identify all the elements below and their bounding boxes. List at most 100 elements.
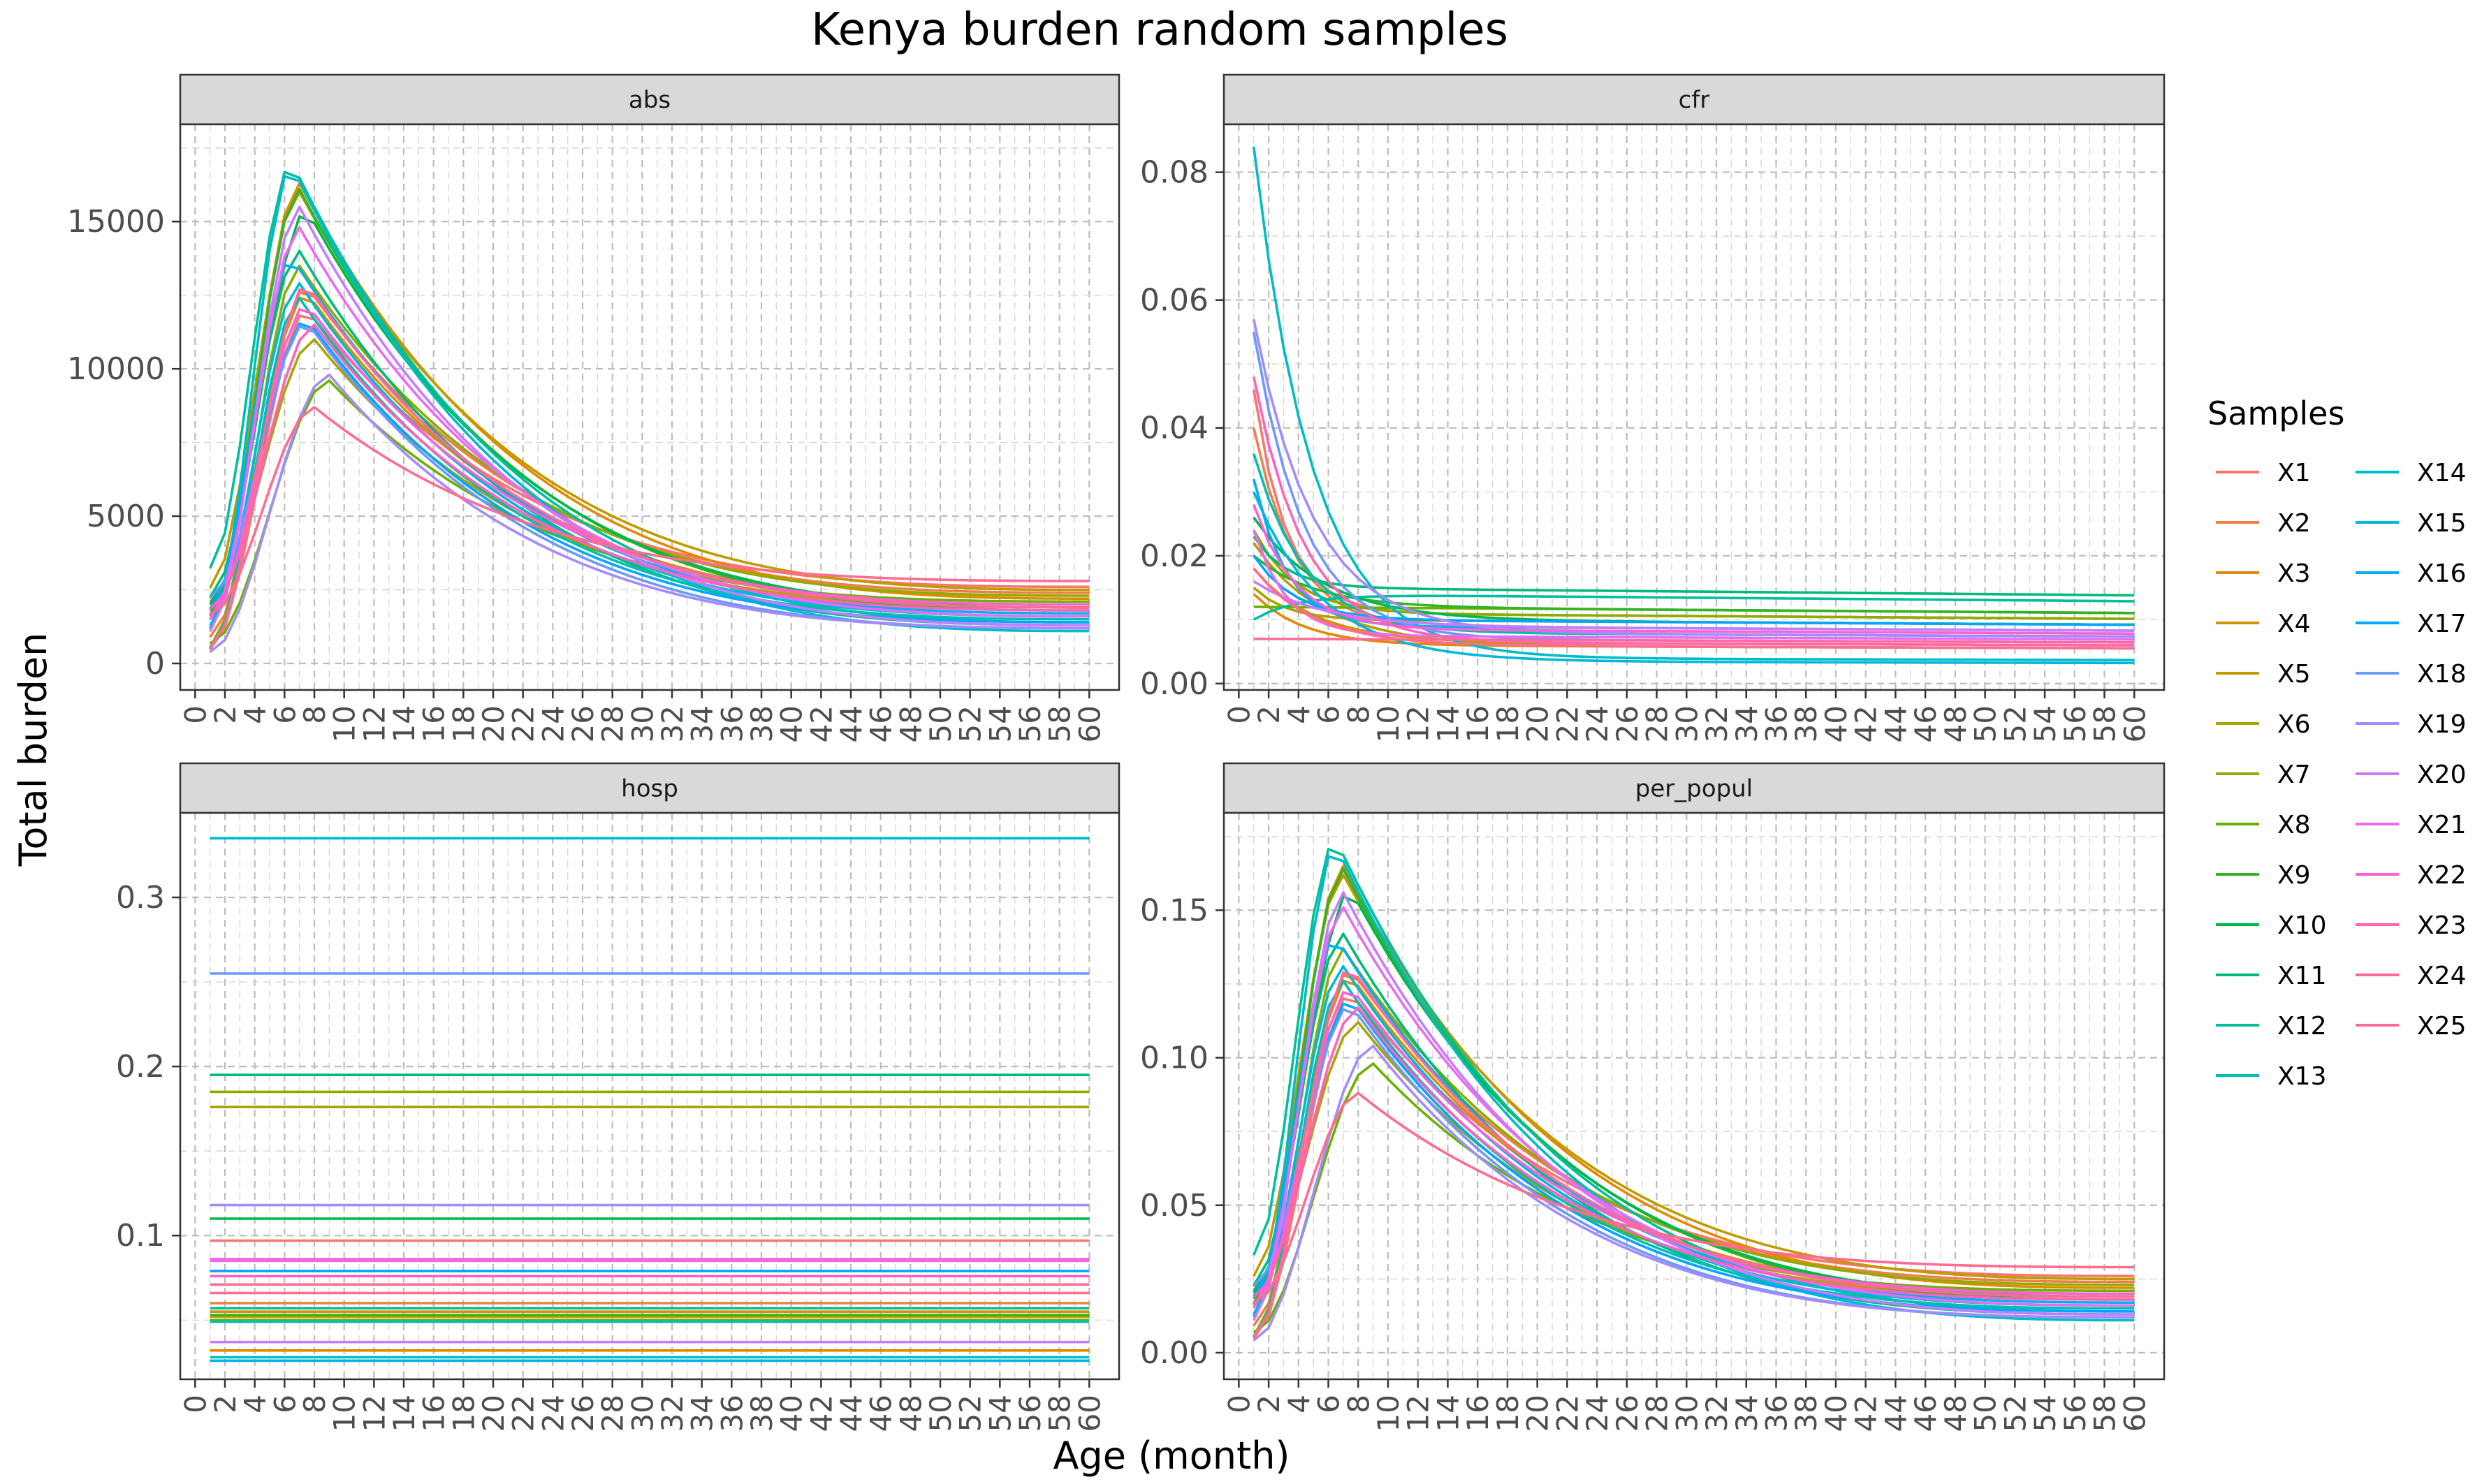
y-tick-label: 0.02 (1140, 538, 1209, 574)
legend-item-X4: X4 (2216, 610, 2311, 638)
x-tick-label: 18 (1491, 705, 1525, 742)
x-tick-label: 42 (804, 705, 838, 742)
x-tick-label: 18 (446, 1395, 481, 1432)
legend-item-X19: X19 (2356, 710, 2466, 739)
x-tick-label: 0 (178, 705, 212, 724)
x-tick-label: 26 (1610, 705, 1644, 742)
x-tick-label: 52 (954, 1395, 988, 1432)
x-tick-label: 38 (745, 705, 779, 742)
series-line-X20 (1253, 891, 2135, 1321)
series-line-X19 (209, 373, 1090, 653)
x-tick-label: 4 (238, 705, 272, 724)
legend-label: X2 (2277, 509, 2311, 538)
x-tick-label: 44 (834, 705, 868, 742)
y-tick-label: 0.15 (1140, 892, 1209, 928)
x-tick-label: 14 (1431, 705, 1466, 742)
x-tick-label: 20 (476, 705, 511, 742)
y-tick-label: 0.3 (116, 880, 165, 916)
x-tick-label: 40 (1819, 705, 1853, 742)
series-line-X11 (1253, 536, 2135, 597)
legend-label: X13 (2277, 1062, 2326, 1091)
x-tick-label: 42 (804, 1395, 838, 1432)
x-tick-label: 12 (357, 1395, 391, 1432)
x-tick-label: 56 (2058, 1395, 2092, 1432)
x-tick-label: 38 (745, 1395, 779, 1432)
x-tick-label: 48 (1939, 1395, 1973, 1432)
legend-item-X18: X18 (2356, 660, 2466, 689)
x-tick-label: 8 (298, 1395, 332, 1413)
facet-strip-label: per_popul (1635, 775, 1753, 803)
legend-label: X12 (2277, 1012, 2326, 1041)
x-tick-label: 56 (2058, 705, 2092, 742)
legend-item-X6: X6 (2216, 710, 2311, 739)
x-tick-label: 14 (387, 705, 421, 742)
x-tick-label: 60 (1072, 705, 1107, 742)
legend-label: X17 (2417, 610, 2466, 638)
x-tick-label: 4 (238, 1395, 272, 1413)
x-tick-label: 10 (1371, 705, 1406, 742)
x-tick-label: 32 (655, 705, 689, 742)
facet-panel-hosp: hosp0.10.20.3024681012141618202224262830… (116, 762, 1120, 1432)
x-tick-label: 44 (834, 1395, 868, 1432)
legend-label: X20 (2417, 761, 2466, 789)
y-tick-label: 15000 (67, 204, 165, 240)
x-tick-label: 56 (1013, 705, 1047, 742)
x-tick-label: 20 (476, 1395, 511, 1432)
series-line-X23 (209, 323, 1090, 612)
x-tick-label: 54 (983, 705, 1017, 742)
x-tick-label: 54 (2028, 1395, 2062, 1432)
x-tick-label: 6 (268, 1395, 302, 1413)
x-tick-label: 24 (536, 1395, 570, 1432)
x-tick-label: 30 (1670, 705, 1704, 742)
series-line-X3 (1253, 865, 2135, 1305)
facet-strip-abs (179, 73, 1120, 126)
x-tick-label: 0 (178, 1395, 212, 1413)
x-tick-label: 52 (1998, 705, 2032, 742)
facet-strip-label: cfr (1679, 87, 1710, 115)
x-tick-label: 36 (1760, 705, 1794, 742)
y-tick-label: 0 (145, 646, 165, 682)
legend-item-X17: X17 (2356, 610, 2466, 638)
legend-item-X14: X14 (2356, 459, 2466, 487)
x-tick-label: 34 (685, 705, 720, 742)
x-tick-label: 40 (775, 705, 809, 742)
chart-title: Kenya burden random samples (811, 4, 1508, 56)
legend-label: X1 (2277, 459, 2311, 487)
series-line-X17 (1253, 554, 2135, 626)
x-tick-label: 10 (328, 705, 362, 742)
x-tick-label: 48 (1939, 705, 1973, 742)
x-tick-label: 4 (1282, 705, 1316, 724)
y-tick-label: 0.2 (116, 1049, 165, 1085)
legend-label: X9 (2277, 861, 2311, 890)
x-tick-label: 60 (2117, 1395, 2152, 1432)
legend-item-X10: X10 (2216, 911, 2326, 940)
x-tick-label: 56 (1013, 1395, 1047, 1432)
legend-item-X7: X7 (2216, 761, 2311, 789)
x-tick-label: 58 (2088, 1395, 2122, 1432)
x-tick-label: 26 (566, 1395, 600, 1432)
x-axis-label: Age (month) (1053, 1434, 1290, 1478)
x-tick-label: 40 (1819, 1395, 1853, 1432)
legend-item-X5: X5 (2216, 660, 2311, 689)
legend-label: X22 (2417, 861, 2466, 890)
x-tick-label: 8 (298, 705, 332, 724)
panel-border (1222, 123, 2166, 691)
legend-label: X6 (2277, 710, 2311, 739)
x-tick-label: 44 (1878, 705, 1913, 742)
x-tick-label: 0 (1222, 705, 1256, 724)
x-tick-label: 10 (328, 1395, 362, 1432)
x-tick-label: 16 (1461, 1395, 1495, 1432)
x-tick-label: 48 (893, 1395, 928, 1432)
legend-label: X19 (2417, 710, 2466, 739)
x-tick-label: 12 (1401, 1395, 1436, 1432)
x-tick-label: 50 (923, 1395, 958, 1432)
legend-label: X23 (2417, 911, 2466, 940)
x-tick-label: 42 (1849, 1395, 1883, 1432)
panel-border (1222, 811, 2166, 1381)
x-tick-label: 6 (1312, 1395, 1346, 1413)
series-line-X25 (1253, 971, 2135, 1338)
x-tick-label: 12 (1401, 705, 1436, 742)
x-tick-label: 30 (1670, 1395, 1704, 1432)
x-tick-label: 12 (357, 705, 391, 742)
legend-item-X12: X12 (2216, 1012, 2326, 1041)
